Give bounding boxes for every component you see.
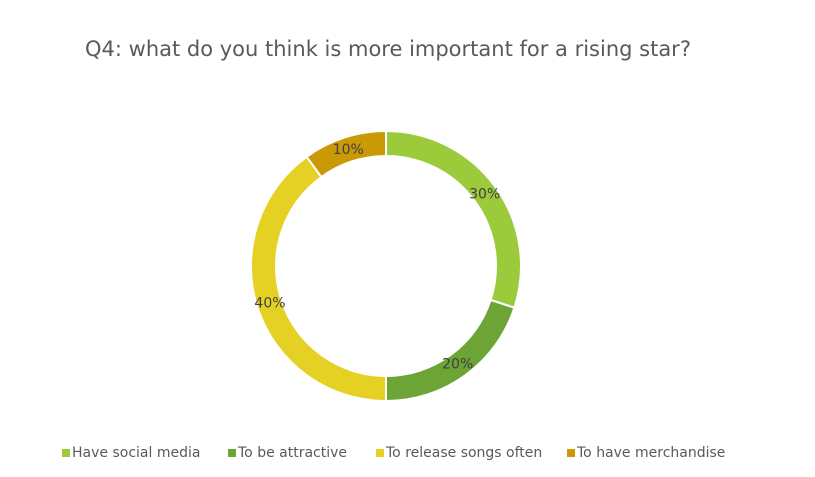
donut-slice xyxy=(385,298,516,403)
data-label: 30% xyxy=(469,186,500,202)
legend-swatch xyxy=(567,449,575,457)
donut-slice xyxy=(385,129,522,309)
data-label: 20% xyxy=(442,357,473,373)
data-label: 10% xyxy=(333,142,364,158)
legend-label: To have merchandise xyxy=(576,445,725,461)
data-label: 40% xyxy=(254,296,285,312)
legend-swatch xyxy=(62,449,70,457)
donut-slice xyxy=(250,155,387,403)
legend-label: To release songs often xyxy=(385,445,542,461)
donut-slice xyxy=(305,129,387,179)
legend-label: To be attractive xyxy=(237,445,347,461)
legend-swatch xyxy=(228,449,236,457)
chart-title: Q4: what do you think is more important … xyxy=(85,37,691,61)
legend-swatch xyxy=(376,449,384,457)
legend-label: Have social media xyxy=(72,445,200,461)
